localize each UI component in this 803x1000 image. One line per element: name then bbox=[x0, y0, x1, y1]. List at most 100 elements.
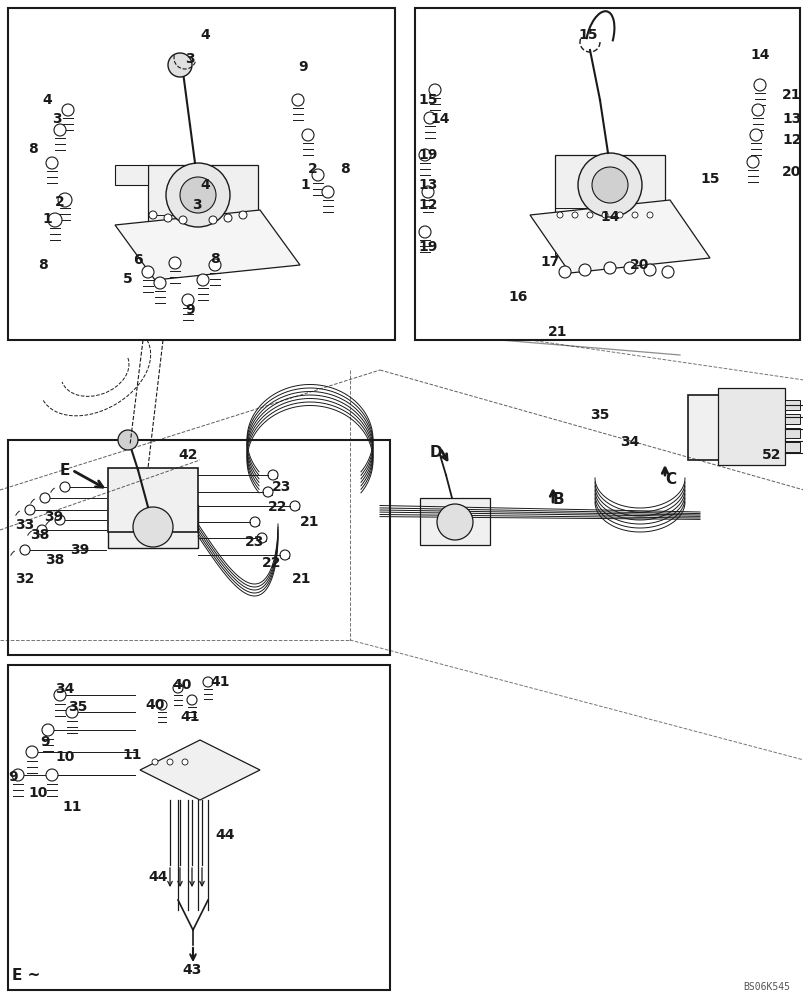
FancyArrowPatch shape bbox=[31, 499, 35, 503]
Text: 35: 35 bbox=[68, 700, 88, 714]
Text: 21: 21 bbox=[300, 515, 319, 529]
Text: 6: 6 bbox=[132, 253, 142, 267]
Text: 13: 13 bbox=[418, 178, 437, 192]
Text: 8: 8 bbox=[210, 252, 219, 266]
FancyArrowPatch shape bbox=[28, 531, 31, 535]
Circle shape bbox=[616, 212, 622, 218]
Bar bbox=[419, 498, 489, 545]
Circle shape bbox=[603, 262, 615, 274]
Text: 34: 34 bbox=[619, 435, 638, 449]
Circle shape bbox=[578, 264, 590, 276]
Circle shape bbox=[631, 212, 638, 218]
Circle shape bbox=[46, 769, 58, 781]
Circle shape bbox=[197, 274, 209, 286]
Circle shape bbox=[179, 216, 187, 224]
Text: 23: 23 bbox=[245, 535, 264, 549]
Bar bbox=[108, 468, 198, 532]
Circle shape bbox=[749, 129, 761, 141]
Text: 8: 8 bbox=[340, 162, 349, 176]
Bar bbox=[148, 165, 258, 230]
Polygon shape bbox=[529, 200, 709, 273]
Text: D: D bbox=[430, 445, 442, 460]
Circle shape bbox=[40, 493, 50, 503]
Circle shape bbox=[181, 294, 194, 306]
Text: 21: 21 bbox=[548, 325, 567, 339]
Text: 5: 5 bbox=[123, 272, 132, 286]
Circle shape bbox=[746, 156, 758, 168]
Circle shape bbox=[180, 177, 216, 213]
Circle shape bbox=[586, 212, 593, 218]
Circle shape bbox=[321, 186, 333, 198]
Circle shape bbox=[418, 226, 430, 238]
Text: 41: 41 bbox=[210, 675, 229, 689]
Circle shape bbox=[157, 700, 167, 710]
Circle shape bbox=[154, 277, 165, 289]
Circle shape bbox=[257, 533, 267, 543]
Text: 10: 10 bbox=[28, 786, 47, 800]
Polygon shape bbox=[140, 740, 259, 800]
Text: 2: 2 bbox=[55, 195, 65, 209]
Bar bbox=[784, 414, 799, 424]
Circle shape bbox=[55, 515, 65, 525]
Text: 32: 32 bbox=[15, 572, 35, 586]
Text: 43: 43 bbox=[181, 963, 201, 977]
Text: 33: 33 bbox=[15, 518, 35, 532]
Circle shape bbox=[661, 266, 673, 278]
Circle shape bbox=[118, 430, 138, 450]
Bar bbox=[291, 503, 299, 509]
Circle shape bbox=[46, 157, 58, 169]
Text: B: B bbox=[552, 492, 564, 507]
Circle shape bbox=[238, 211, 247, 219]
FancyArrowPatch shape bbox=[10, 551, 14, 555]
Circle shape bbox=[60, 482, 70, 492]
Circle shape bbox=[66, 706, 78, 718]
Circle shape bbox=[142, 266, 154, 278]
Circle shape bbox=[202, 677, 213, 687]
Circle shape bbox=[209, 216, 217, 224]
Bar bbox=[251, 519, 259, 525]
Circle shape bbox=[418, 149, 430, 161]
Circle shape bbox=[263, 487, 273, 497]
Circle shape bbox=[291, 94, 304, 106]
Circle shape bbox=[429, 84, 441, 96]
Circle shape bbox=[623, 262, 635, 274]
Text: 14: 14 bbox=[430, 112, 449, 126]
Circle shape bbox=[591, 167, 627, 203]
Text: 15: 15 bbox=[577, 28, 597, 42]
FancyArrowPatch shape bbox=[51, 488, 55, 492]
Circle shape bbox=[279, 550, 290, 560]
Text: 3: 3 bbox=[192, 198, 202, 212]
Text: 2: 2 bbox=[308, 162, 317, 176]
Text: 12: 12 bbox=[418, 198, 437, 212]
Circle shape bbox=[571, 212, 577, 218]
Circle shape bbox=[42, 724, 54, 736]
Text: 22: 22 bbox=[262, 556, 281, 570]
Bar bbox=[8, 8, 394, 340]
Text: 4: 4 bbox=[200, 28, 210, 42]
Text: 14: 14 bbox=[599, 210, 619, 224]
Text: C: C bbox=[664, 472, 675, 487]
Circle shape bbox=[54, 689, 66, 701]
Text: 44: 44 bbox=[214, 828, 234, 842]
Circle shape bbox=[423, 112, 435, 124]
Circle shape bbox=[224, 214, 232, 222]
Circle shape bbox=[646, 212, 652, 218]
Text: 4: 4 bbox=[200, 178, 210, 192]
Circle shape bbox=[149, 211, 157, 219]
Text: 1: 1 bbox=[42, 212, 51, 226]
Circle shape bbox=[422, 186, 434, 198]
Bar bbox=[281, 552, 288, 558]
Text: 8: 8 bbox=[38, 258, 47, 272]
Text: 11: 11 bbox=[122, 748, 141, 762]
Circle shape bbox=[168, 53, 192, 77]
Circle shape bbox=[250, 517, 259, 527]
Bar bbox=[263, 489, 271, 495]
Circle shape bbox=[181, 759, 188, 765]
Text: 44: 44 bbox=[148, 870, 167, 884]
Circle shape bbox=[58, 193, 72, 207]
Circle shape bbox=[20, 545, 30, 555]
Text: 38: 38 bbox=[30, 528, 49, 542]
Circle shape bbox=[643, 264, 655, 276]
Bar bbox=[784, 428, 799, 438]
Text: 42: 42 bbox=[177, 448, 198, 462]
